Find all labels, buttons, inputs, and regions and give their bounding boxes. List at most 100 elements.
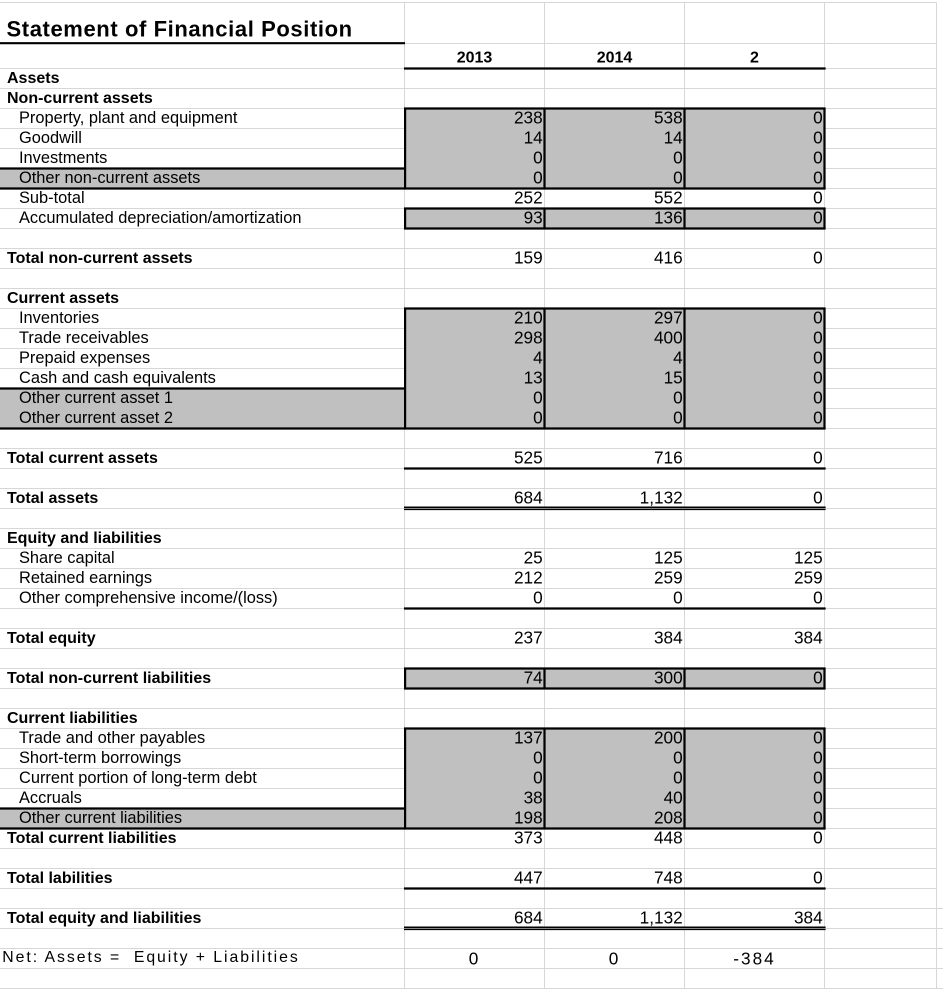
svg-text:0: 0 bbox=[813, 748, 823, 768]
svg-text:Current liabilities: Current liabilities bbox=[7, 710, 138, 727]
svg-text:0: 0 bbox=[813, 588, 823, 608]
svg-text:125: 125 bbox=[794, 548, 823, 568]
svg-text:Investments: Investments bbox=[19, 149, 107, 167]
svg-text:0: 0 bbox=[673, 388, 683, 408]
svg-text:0: 0 bbox=[533, 148, 543, 168]
svg-text:Sub-total: Sub-total bbox=[19, 189, 85, 207]
svg-text:Other comprehensive income/(lo: Other comprehensive income/(loss) bbox=[19, 589, 278, 607]
svg-text:1,132: 1,132 bbox=[640, 908, 683, 928]
svg-text:-384: -384 bbox=[733, 949, 775, 969]
svg-text:Accruals: Accruals bbox=[19, 789, 82, 807]
svg-text:125: 125 bbox=[654, 548, 683, 568]
svg-text:Total current assets: Total current assets bbox=[7, 450, 158, 467]
svg-text:38: 38 bbox=[524, 788, 543, 808]
svg-text:298: 298 bbox=[514, 328, 543, 348]
svg-text:0: 0 bbox=[533, 768, 543, 788]
svg-text:0: 0 bbox=[813, 328, 823, 348]
svg-text:0: 0 bbox=[813, 808, 823, 828]
svg-text:14: 14 bbox=[524, 128, 544, 148]
svg-text:Total non-current assets: Total non-current assets bbox=[7, 250, 193, 267]
svg-text:198: 198 bbox=[514, 808, 543, 828]
svg-text:2014: 2014 bbox=[597, 50, 633, 67]
svg-text:0: 0 bbox=[813, 348, 823, 368]
svg-text:0: 0 bbox=[673, 168, 683, 188]
svg-text:Statement of Financial Positio: Statement of Financial Position bbox=[7, 17, 353, 42]
svg-text:0: 0 bbox=[813, 788, 823, 808]
svg-text:Current assets: Current assets bbox=[7, 290, 119, 307]
svg-text:297: 297 bbox=[654, 308, 683, 328]
svg-text:0: 0 bbox=[813, 128, 823, 148]
svg-text:0: 0 bbox=[813, 828, 823, 848]
svg-text:0: 0 bbox=[533, 748, 543, 768]
svg-text:748: 748 bbox=[654, 868, 683, 888]
svg-text:448: 448 bbox=[654, 828, 683, 848]
svg-text:0: 0 bbox=[813, 308, 823, 328]
svg-text:Other current liabilities: Other current liabilities bbox=[19, 809, 182, 827]
svg-text:384: 384 bbox=[794, 908, 823, 928]
svg-text:252: 252 bbox=[514, 188, 543, 208]
svg-text:0: 0 bbox=[813, 668, 823, 688]
svg-text:93: 93 bbox=[524, 208, 543, 228]
svg-text:Short-term borrowings: Short-term borrowings bbox=[19, 749, 181, 767]
svg-text:716: 716 bbox=[654, 448, 683, 468]
svg-text:Total equity and liabilities: Total equity and liabilities bbox=[7, 910, 202, 927]
svg-text:Non-current assets: Non-current assets bbox=[7, 90, 153, 107]
svg-text:0: 0 bbox=[609, 949, 621, 969]
svg-text:373: 373 bbox=[514, 828, 543, 848]
svg-text:Net: Assets = Equity + Liabil: Net: Assets = Equity + Liabilities bbox=[2, 949, 299, 966]
svg-text:Other current asset 2: Other current asset 2 bbox=[19, 409, 173, 427]
svg-text:212: 212 bbox=[514, 568, 543, 588]
svg-text:416: 416 bbox=[654, 248, 683, 268]
svg-text:200: 200 bbox=[654, 728, 683, 748]
svg-text:159: 159 bbox=[514, 248, 543, 268]
svg-text:0: 0 bbox=[813, 148, 823, 168]
svg-text:0: 0 bbox=[673, 768, 683, 788]
svg-text:1,132: 1,132 bbox=[640, 488, 683, 508]
svg-text:0: 0 bbox=[813, 868, 823, 888]
svg-text:0: 0 bbox=[673, 588, 683, 608]
svg-text:13: 13 bbox=[524, 368, 543, 388]
svg-text:0: 0 bbox=[673, 408, 683, 428]
svg-text:0: 0 bbox=[813, 448, 823, 468]
svg-text:Total non-current liabilities: Total non-current liabilities bbox=[7, 670, 211, 687]
svg-text:Other non-current assets: Other non-current assets bbox=[19, 169, 200, 187]
svg-text:Total assets: Total assets bbox=[7, 490, 98, 507]
svg-text:259: 259 bbox=[654, 568, 683, 588]
svg-text:447: 447 bbox=[514, 868, 543, 888]
svg-text:538: 538 bbox=[654, 108, 683, 128]
svg-text:74: 74 bbox=[524, 668, 544, 688]
svg-text:Equity and liabilities: Equity and liabilities bbox=[7, 530, 162, 547]
svg-text:14: 14 bbox=[664, 128, 684, 148]
svg-text:208: 208 bbox=[654, 808, 683, 828]
svg-text:Other current asset 1: Other current asset 1 bbox=[19, 389, 173, 407]
svg-text:237: 237 bbox=[514, 628, 543, 648]
svg-text:Current portion of long-term d: Current portion of long-term debt bbox=[19, 769, 257, 787]
svg-text:0: 0 bbox=[533, 408, 543, 428]
svg-text:525: 525 bbox=[514, 448, 543, 468]
svg-text:40: 40 bbox=[664, 788, 683, 808]
svg-text:4: 4 bbox=[533, 348, 543, 368]
svg-text:Total equity: Total equity bbox=[7, 630, 96, 647]
svg-text:0: 0 bbox=[813, 768, 823, 788]
svg-text:Retained earnings: Retained earnings bbox=[19, 569, 152, 587]
svg-text:0: 0 bbox=[813, 208, 823, 228]
svg-text:0: 0 bbox=[813, 388, 823, 408]
svg-text:Total labilities: Total labilities bbox=[7, 870, 113, 887]
svg-text:0: 0 bbox=[533, 588, 543, 608]
svg-text:0: 0 bbox=[673, 148, 683, 168]
svg-text:210: 210 bbox=[514, 308, 543, 328]
svg-text:0: 0 bbox=[533, 168, 543, 188]
svg-text:Property, plant and equipment: Property, plant and equipment bbox=[19, 109, 238, 127]
svg-text:Share capital: Share capital bbox=[19, 549, 115, 567]
svg-text:0: 0 bbox=[813, 188, 823, 208]
svg-text:15: 15 bbox=[664, 368, 683, 388]
svg-text:2: 2 bbox=[750, 50, 759, 67]
svg-text:0: 0 bbox=[813, 408, 823, 428]
svg-text:400: 400 bbox=[654, 328, 683, 348]
svg-text:137: 137 bbox=[514, 728, 543, 748]
svg-text:0: 0 bbox=[813, 488, 823, 508]
svg-text:Goodwill: Goodwill bbox=[19, 129, 82, 147]
svg-text:0: 0 bbox=[813, 108, 823, 128]
svg-text:300: 300 bbox=[654, 668, 683, 688]
svg-text:684: 684 bbox=[514, 488, 543, 508]
